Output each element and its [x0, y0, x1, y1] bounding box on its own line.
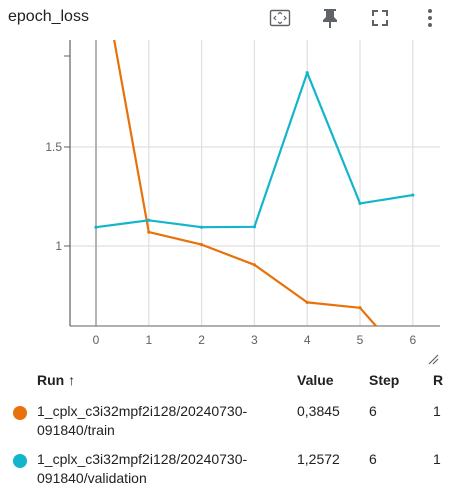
pin-icon[interactable]: [318, 6, 342, 30]
validation-data-point: [200, 226, 203, 229]
grid-lines: [70, 40, 440, 326]
run-color-dot[interactable]: [13, 406, 27, 420]
run-color-dot[interactable]: [13, 454, 27, 468]
table-row[interactable]: 1_cplx_c3i32mpf2i128/20240730-091840/val…: [0, 450, 452, 494]
y-tick-label: 1.5: [45, 140, 62, 154]
validation-data-point: [358, 202, 361, 205]
x-tick-label: 1: [145, 333, 152, 347]
run-value: 1,2572: [297, 450, 340, 469]
validation-data-point: [411, 193, 414, 196]
value-column-header[interactable]: Value: [297, 372, 334, 388]
x-tick-label: 3: [251, 333, 258, 347]
run-relative: 1: [433, 402, 441, 421]
resize-handle-icon[interactable]: [426, 352, 440, 366]
x-tick-label: 0: [93, 333, 100, 347]
run-value: 0,3845: [297, 402, 340, 421]
table-row[interactable]: 1_cplx_c3i32mpf2i128/20240730-091840/tra…: [0, 402, 452, 446]
chart-area[interactable]: 0 1 2 3 4 5 6 1 1.5: [0, 40, 452, 370]
train-data-point: [306, 301, 309, 304]
run-step: 6: [369, 402, 377, 421]
run-name: 1_cplx_c3i32mpf2i128/20240730-091840/val…: [37, 450, 289, 488]
train-data-point: [253, 263, 256, 266]
train-data-point: [411, 366, 414, 369]
validation-data-point: [94, 226, 97, 229]
run-name: 1_cplx_c3i32mpf2i128/20240730-091840/tra…: [37, 402, 289, 440]
validation-data-point: [306, 71, 309, 74]
more-vert-icon[interactable]: [418, 6, 442, 30]
train-data-point: [358, 306, 361, 309]
relative-column-header[interactable]: R: [433, 372, 443, 388]
step-column-header[interactable]: Step: [369, 372, 399, 388]
axes: [64, 40, 440, 326]
y-tick-label: 1: [55, 239, 62, 253]
run-column-header[interactable]: Run ↑: [37, 372, 75, 388]
run-relative: 1: [433, 450, 441, 469]
x-tick-label: 6: [409, 333, 416, 347]
x-tick-label: 5: [357, 333, 364, 347]
fullscreen-icon[interactable]: [368, 6, 392, 30]
validation-data-point: [147, 219, 150, 222]
x-tick-label: 4: [304, 333, 311, 347]
loss-chart[interactable]: 0 1 2 3 4 5 6 1 1.5: [0, 40, 452, 370]
card-header: epoch_loss: [0, 0, 452, 40]
chart-title: epoch_loss: [8, 8, 89, 26]
validation-data-point: [253, 225, 256, 228]
train-data-point: [200, 243, 203, 246]
fit-domain-icon[interactable]: [268, 6, 292, 30]
train-data-point: [147, 231, 150, 234]
run-step: 6: [369, 450, 377, 469]
x-tick-label: 2: [198, 333, 205, 347]
tick-labels: 0 1 2 3 4 5 6 1 1.5: [45, 140, 416, 347]
